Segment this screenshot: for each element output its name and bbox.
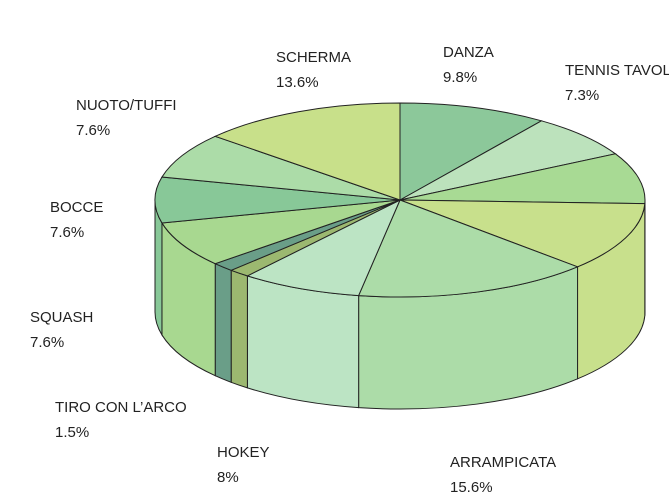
- slice-value-label: 7.6%: [50, 224, 84, 241]
- slice: [399, 199, 646, 268]
- slice-label: NUOTO/TUFFI: [76, 97, 177, 114]
- slice-value-label: 7.3%: [565, 87, 599, 104]
- slice: [399, 153, 646, 205]
- slice-value-label: 7.6%: [30, 334, 64, 351]
- slice-value-label: 13.6%: [276, 74, 319, 91]
- slice-value-label: 1.5%: [55, 424, 89, 441]
- slice: [399, 120, 617, 201]
- slice: [161, 199, 401, 265]
- slice-label: BOCCE: [50, 199, 103, 216]
- slice-label: SQUASH: [30, 309, 93, 326]
- slice: [154, 176, 401, 224]
- slice-value-label: 15.6%: [450, 479, 493, 496]
- slice-value-label: 7.6%: [76, 122, 110, 139]
- slice-value-label: 9.8%: [443, 69, 477, 86]
- slice-side: [246, 275, 360, 409]
- slice-label: HOKEY: [217, 444, 270, 461]
- slice: [357, 199, 579, 298]
- slice-side: [214, 262, 232, 384]
- slice-label: DANZA: [443, 44, 494, 61]
- slice: [399, 102, 543, 201]
- slice: [213, 102, 401, 201]
- slice: [246, 198, 402, 297]
- slice-label: TIRO CON L’ARCO: [55, 399, 187, 416]
- slice: [161, 135, 401, 201]
- slice-value-label: 8%: [217, 469, 239, 486]
- slice-label: ARRAMPICATA: [450, 454, 556, 471]
- slice-side: [230, 269, 248, 389]
- slice-label: TENNIS TAVOLO: [565, 62, 669, 79]
- slice-label: SCHERMA: [276, 49, 351, 66]
